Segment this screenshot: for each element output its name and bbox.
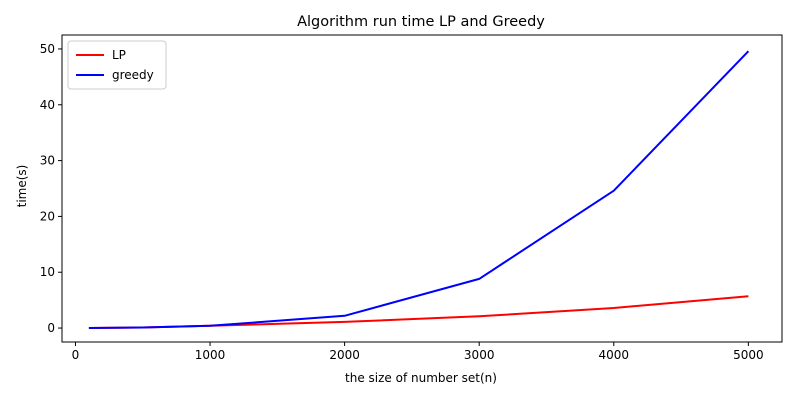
legend-box	[67, 40, 167, 90]
x-axis-label: the size of number set(n)	[345, 371, 497, 385]
x-tick-label: 1000	[195, 348, 226, 362]
legend: LP greedy	[67, 40, 167, 90]
y-tick-label: 10	[40, 265, 55, 279]
chart-title: Algorithm run time LP and Greedy	[297, 14, 545, 30]
y-axis-label: time(s)	[15, 165, 29, 208]
legend-label-greedy: greedy	[112, 68, 154, 82]
x-tick-label: 0	[72, 348, 80, 362]
x-tick-label: 5000	[733, 348, 764, 362]
y-tick-label: 20	[40, 209, 55, 223]
y-tick-label: 50	[40, 42, 55, 56]
axis-ticks: 0 1000 2000 3000 4000 5000 0 10 20 30 40 50	[40, 42, 764, 362]
x-tick-label: 3000	[464, 348, 495, 362]
y-tick-label: 0	[47, 321, 55, 335]
legend-label-lp: LP	[112, 48, 126, 62]
series-lines	[88, 50, 750, 329]
plot-area	[61, 34, 783, 343]
series-line-lp	[88, 295, 749, 329]
series-line-greedy	[88, 50, 750, 329]
y-tick-label: 30	[40, 154, 55, 168]
x-tick-label: 2000	[329, 348, 360, 362]
y-tick-label: 40	[40, 98, 55, 112]
x-tick-label: 4000	[599, 348, 630, 362]
